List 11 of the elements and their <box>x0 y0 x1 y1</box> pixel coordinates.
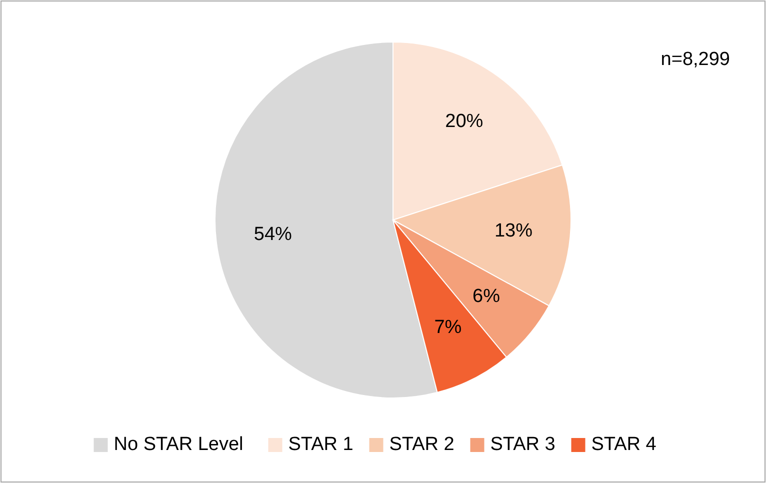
legend-label: STAR 3 <box>490 434 556 456</box>
data-label: 13% <box>494 220 533 242</box>
legend-label: STAR 1 <box>288 434 354 456</box>
data-label: 7% <box>434 316 462 338</box>
legend-label: STAR 2 <box>389 434 454 456</box>
data-label: 20% <box>445 111 484 132</box>
legend-label: STAR 4 <box>591 434 657 456</box>
data-label: 54% <box>254 224 292 246</box>
data-label: 6% <box>472 286 500 308</box>
legend-label: No STAR Level <box>114 434 244 456</box>
text: n=8,299 <box>660 49 730 70</box>
